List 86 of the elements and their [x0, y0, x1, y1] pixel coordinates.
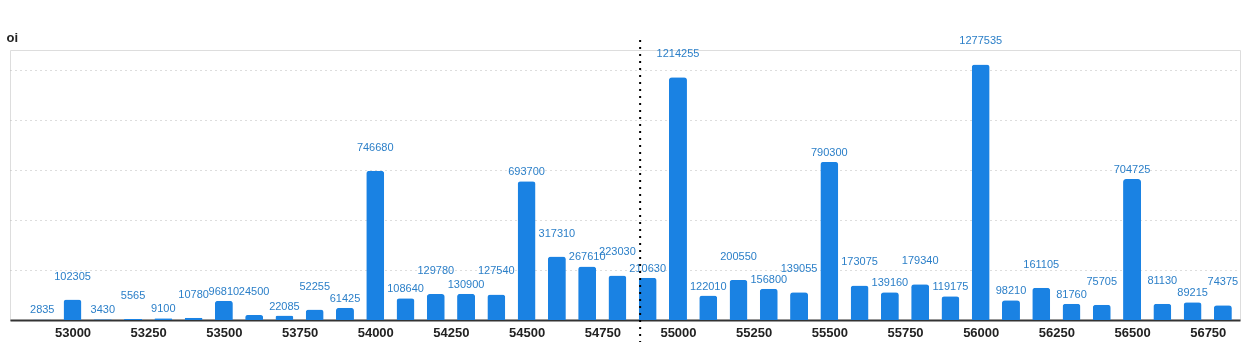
bar: [608, 275, 627, 320]
x-tick-label: 53500: [206, 324, 243, 340]
y-axis-title: oi: [6, 29, 19, 45]
data-label: 119175: [932, 280, 969, 293]
data-label: 9100: [151, 302, 176, 315]
data-label: 129780: [417, 264, 455, 277]
bar: [1001, 300, 1020, 320]
bar: [638, 277, 657, 320]
data-label: 3430: [90, 303, 116, 316]
data-label: 693700: [508, 165, 545, 178]
bar: [820, 161, 839, 320]
data-label: 179340: [901, 254, 939, 267]
x-tick-label: 55750: [887, 324, 924, 340]
data-label: 75705: [1086, 274, 1118, 287]
data-label: 81760: [1056, 287, 1087, 300]
bar: [547, 256, 566, 320]
data-label: 61425: [329, 291, 361, 304]
data-label: 317310: [538, 226, 576, 239]
bar: [578, 266, 597, 320]
x-tick-label: 56250: [1038, 324, 1075, 340]
x-tick-label: 55500: [811, 324, 848, 340]
data-label: 52255: [299, 279, 330, 292]
data-label: 127540: [477, 264, 515, 277]
data-label: 156800: [750, 272, 788, 285]
x-tick-label: 53250: [130, 324, 167, 340]
x-tick-label: 54500: [509, 324, 546, 340]
bar: [245, 315, 264, 320]
bar: [1032, 287, 1051, 320]
x-tick-label: 54250: [433, 324, 470, 340]
x-tick-label: 56000: [963, 324, 1000, 340]
bar: [214, 300, 233, 320]
x-tick-label: 56750: [1190, 324, 1227, 340]
x-tick-label: 55250: [736, 324, 773, 340]
bar: [63, 299, 82, 320]
bar: [1153, 303, 1172, 320]
bar: [850, 285, 869, 320]
data-label: 161105: [1023, 257, 1060, 270]
bar: [1062, 303, 1081, 320]
bar: [971, 64, 990, 320]
x-tick-label: 53000: [54, 324, 92, 340]
data-label: 122010: [689, 279, 727, 292]
data-label: 102305: [54, 269, 91, 282]
data-label: 200550: [720, 249, 757, 262]
bar: [457, 293, 476, 320]
data-label: 96810: [208, 284, 240, 297]
x-tick-label: 56500: [1114, 324, 1151, 340]
data-label: 1277535: [959, 34, 1003, 47]
data-label: 24500: [238, 285, 270, 298]
bar: [366, 170, 385, 320]
bar: [911, 284, 930, 320]
bar: [517, 181, 536, 320]
data-label: 81130: [1147, 273, 1178, 286]
data-label: 790300: [810, 145, 848, 158]
data-label: 1214255: [656, 47, 700, 60]
bar: [759, 288, 778, 320]
data-label: 98210: [995, 284, 1027, 297]
data-label: 74375: [1207, 275, 1239, 288]
bar: [729, 279, 748, 320]
bar: [426, 294, 445, 320]
bar: [1092, 304, 1111, 320]
data-label: 746680: [356, 140, 394, 153]
bar: [487, 294, 506, 320]
data-label: 108640: [387, 282, 424, 295]
data-label: 2835: [30, 303, 55, 316]
data-label: 5565: [120, 288, 146, 301]
x-tick-label: 53750: [281, 324, 319, 340]
bar: [699, 295, 718, 320]
data-label: 139160: [871, 276, 909, 289]
x-tick-label: 54750: [584, 324, 621, 340]
data-label: 704725: [1113, 163, 1151, 176]
bar: [880, 292, 899, 320]
data-label: 10780: [178, 287, 209, 300]
data-label: 173075: [841, 255, 878, 268]
data-label: 89215: [1177, 286, 1208, 299]
data-label: 22085: [269, 299, 300, 312]
x-tick-label: 55000: [660, 324, 697, 340]
data-label: 130900: [447, 277, 485, 290]
bar: [1123, 179, 1142, 320]
data-label: 210630: [629, 261, 667, 274]
bar: [396, 298, 415, 320]
bar: [790, 292, 809, 320]
bar: [668, 77, 687, 320]
x-tick-label: 54000: [357, 324, 394, 340]
bar: [941, 296, 960, 320]
bar: [335, 307, 354, 320]
data-label: 139055: [780, 262, 818, 275]
